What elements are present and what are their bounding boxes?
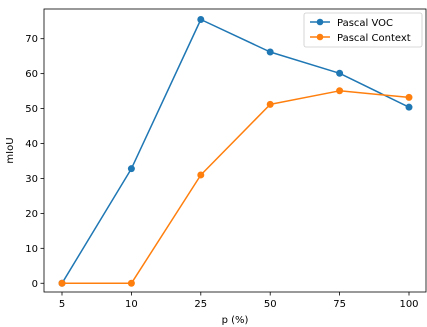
- x-tick-label: 100: [399, 299, 418, 310]
- data-point-pascal-context: [197, 171, 205, 179]
- y-tick-label: 60: [25, 69, 38, 80]
- legend-label-pascal-voc: Pascal VOC: [337, 18, 393, 29]
- legend-marker-pascal-context: [316, 33, 324, 41]
- legend-box: [303, 12, 423, 48]
- y-tick-label: 30: [25, 174, 38, 185]
- legend-label-pascal-context: Pascal Context: [337, 33, 411, 44]
- data-point-pascal-context: [405, 93, 413, 101]
- data-point-pascal-context: [58, 279, 66, 287]
- data-point-pascal-voc: [405, 103, 413, 111]
- data-point-pascal-context: [336, 87, 344, 95]
- series-line-pascal-context: [62, 90, 410, 285]
- data-point-pascal-context: [127, 279, 135, 287]
- x-tick-label: 10: [125, 299, 138, 310]
- data-point-pascal-voc: [336, 69, 344, 77]
- y-tick-label: 0: [32, 279, 38, 290]
- x-tick-label: 50: [264, 299, 277, 310]
- chart-marks: [58, 15, 413, 287]
- series-line-pascal-voc: [61, 18, 410, 284]
- data-point-pascal-voc: [127, 165, 135, 173]
- y-tick-label: 70: [25, 34, 38, 45]
- x-tick-label: 75: [333, 299, 346, 310]
- y-tick-label: 40: [25, 139, 38, 150]
- y-tick-label: 10: [25, 244, 38, 255]
- x-axis-label: p (%): [222, 315, 249, 326]
- x-tick-label: 25: [194, 299, 207, 310]
- y-axis-ticks: 0 10 20 30 40 50 60 70: [25, 34, 44, 290]
- y-axis-label: mIoU: [5, 137, 16, 163]
- legend: Pascal VOC Pascal Context: [303, 12, 423, 48]
- data-point-pascal-context: [266, 100, 274, 108]
- plot-frame: [43, 8, 427, 293]
- x-tick-label: 5: [59, 299, 65, 310]
- data-point-pascal-voc: [266, 48, 274, 56]
- x-axis-ticks: 5 10 25 50 75 100: [59, 292, 419, 310]
- y-tick-label: 20: [25, 209, 38, 220]
- data-point-pascal-voc: [197, 15, 205, 23]
- legend-marker-pascal-voc: [316, 18, 324, 26]
- y-tick-label: 50: [25, 104, 38, 115]
